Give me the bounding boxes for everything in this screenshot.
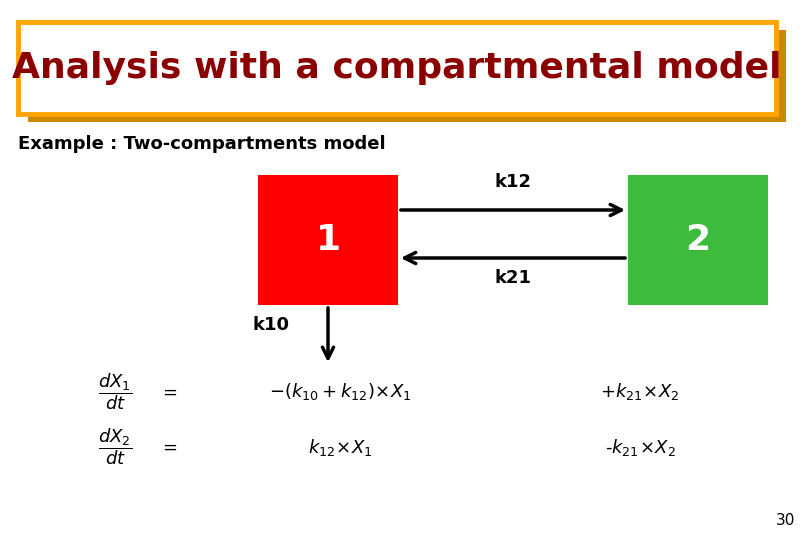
Text: $\text{-}k_{21}\!\times\! X_2$: $\text{-}k_{21}\!\times\! X_2$ — [604, 436, 676, 457]
Text: $=$: $=$ — [159, 383, 177, 401]
Text: 2: 2 — [685, 223, 710, 257]
Text: 30: 30 — [776, 513, 795, 528]
Text: k21: k21 — [494, 269, 531, 287]
Text: 1: 1 — [315, 223, 340, 257]
Text: $k_{12}\!\times\! X_1$: $k_{12}\!\times\! X_1$ — [308, 436, 373, 457]
Bar — [628, 175, 768, 305]
Text: Example : Two-compartments model: Example : Two-compartments model — [18, 135, 386, 153]
Text: k10: k10 — [253, 316, 290, 334]
Text: Analysis with a compartmental model: Analysis with a compartmental model — [12, 51, 782, 85]
Text: $\dfrac{dX_2}{dt}$: $\dfrac{dX_2}{dt}$ — [98, 427, 132, 467]
Text: $\dfrac{dX_1}{dt}$: $\dfrac{dX_1}{dt}$ — [98, 372, 132, 413]
Text: k12: k12 — [494, 173, 531, 191]
Text: $=$: $=$ — [159, 438, 177, 456]
FancyBboxPatch shape — [28, 30, 786, 122]
Text: $-(k_{10}+k_{12})\!\times\! X_1$: $-(k_{10}+k_{12})\!\times\! X_1$ — [269, 381, 411, 402]
Text: $+k_{21}\!\times\! X_2$: $+k_{21}\!\times\! X_2$ — [600, 381, 680, 402]
Bar — [258, 175, 398, 305]
FancyBboxPatch shape — [18, 22, 776, 114]
